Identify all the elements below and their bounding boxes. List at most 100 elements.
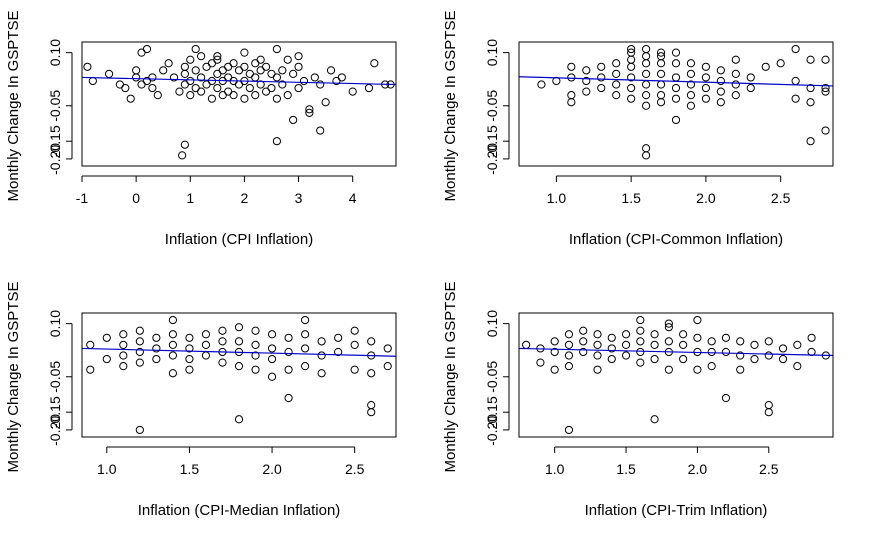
panel-3-data-point: [367, 401, 376, 410]
panel-2-data-point: [686, 80, 696, 89]
panel-1-data-point: [132, 66, 141, 75]
panel-1-data-point: [115, 80, 124, 89]
panel-1-data-point: [224, 62, 233, 71]
panel-3-data-point: [334, 333, 343, 342]
panel-4-data-point: [736, 351, 745, 360]
panel-1-data-point: [213, 52, 222, 61]
panel-1-data-point: [83, 62, 92, 71]
panel-3-data-point: [251, 326, 260, 335]
panel-2-x-tick-label: 1.5: [621, 190, 641, 206]
panel-1-data-point: [88, 76, 97, 86]
panel-1-data-point: [316, 80, 325, 89]
panel-2-data-point: [731, 80, 740, 89]
panel-1-data-point: [169, 73, 179, 82]
panel-4-data-point: [636, 337, 645, 346]
panel-3-data-point: [218, 326, 227, 335]
panel-1-data-point: [234, 80, 244, 89]
panel-2-y-tick-label: -0.20: [484, 143, 500, 175]
panel-1-data-point: [272, 73, 281, 82]
panel-1-data-point: [267, 83, 276, 93]
panel-4-data-point: [579, 347, 588, 357]
panel-4-data-point: [793, 362, 802, 371]
panel-4-data-point: [707, 337, 716, 346]
panel-2-data-point: [656, 98, 666, 107]
panel-4-y-tick-label: -0.05: [484, 361, 500, 393]
panel-3-data-point: [168, 315, 177, 325]
panel-4-data-point: [593, 330, 602, 339]
panel-1-data-point: [316, 126, 325, 135]
panel-4-data-point: [650, 354, 659, 364]
panel-2-data-point: [791, 44, 800, 54]
panel-3-data-point: [152, 344, 161, 353]
panel-1-data-point: [256, 55, 265, 64]
panel-1-data-point: [240, 62, 249, 71]
panel-4-data-point: [693, 315, 702, 325]
panel-4-data-point: [707, 347, 716, 357]
panel-1-data-point: [261, 62, 271, 71]
panel-2-data-point: [686, 101, 696, 110]
panel-2-x-tick-label: 2.0: [696, 190, 716, 206]
panel-4-x-tick-label: 2.0: [688, 461, 708, 477]
panel-1-data-point: [364, 83, 374, 93]
panel-4-data-point: [593, 340, 602, 349]
panel-1-data-point: [191, 83, 200, 93]
panel-4-data-point: [750, 340, 759, 349]
panel-3-data-point: [383, 362, 392, 371]
panel-2-data-point: [701, 62, 711, 71]
panel-1-data-point: [234, 66, 244, 75]
panel-3-data-point: [168, 351, 177, 360]
panel-2-data-point: [627, 73, 636, 82]
panel-4-data-point: [636, 347, 645, 357]
panel-4-data-point: [607, 333, 616, 342]
panel-2-data-point: [731, 69, 740, 78]
panel-1-data-point: [229, 59, 238, 68]
panel-2-data-point: [656, 48, 666, 57]
panel-2-data-point: [597, 73, 606, 82]
panel-4-data-point: [721, 333, 731, 342]
panel-4-data-point: [636, 358, 645, 367]
panel-2-data-point: [701, 83, 711, 93]
panel-1-data-point: [283, 55, 292, 64]
panel-2-data-point: [671, 115, 681, 125]
panel-1-data-point: [175, 87, 184, 96]
panel-2-x-tick-label: 2.5: [771, 190, 791, 206]
panel-2-data-point: [806, 83, 815, 93]
panel-2-data-point: [731, 55, 740, 64]
panel-1-data-point: [289, 69, 298, 78]
panel-1-data-point: [180, 62, 189, 71]
panel-1-data-point: [245, 83, 254, 93]
panel-1-data-point: [272, 94, 281, 103]
panel-2-data-point: [656, 80, 666, 89]
panel-3-data-point: [201, 340, 211, 349]
panel-4-y-tick-label: -0.15: [484, 396, 500, 428]
panel-4-trend-line: [518, 347, 834, 357]
panel-3-data-point: [301, 330, 310, 339]
panel-2-data-point: [582, 66, 591, 75]
panel-1-y-tick-label: -0.15: [47, 125, 63, 157]
panel-3-data-point: [334, 347, 343, 357]
panel-4-data-point: [564, 340, 574, 349]
panel-1-data-point: [272, 44, 281, 54]
panel-2-data-point: [641, 69, 651, 78]
panel-1-data-point: [153, 91, 162, 100]
panel-3-data-point: [367, 408, 376, 417]
panel-1-data-point: [261, 87, 271, 96]
panel-3-data-point: [168, 330, 177, 339]
panel-4-data-point: [721, 393, 731, 403]
panel-1-data-point: [186, 76, 195, 86]
panel-3-data-point: [218, 337, 227, 346]
panel-4-data-point: [778, 354, 788, 364]
panel-2-data-point: [746, 83, 755, 93]
panel-1-data-point: [180, 69, 189, 78]
panel-3-data-point: [119, 330, 128, 339]
panel-4-data-point: [536, 358, 545, 367]
panel-3-data-point: [102, 354, 111, 364]
panel-4-data-point: [693, 365, 702, 374]
panel-1-data-point: [180, 80, 189, 89]
panel-3-trend-line: [81, 347, 397, 357]
panel-3-x-tick-label: 2.5: [345, 461, 365, 477]
panel-1-data-point: [310, 73, 319, 82]
panel-2-data-point: [791, 94, 800, 103]
panel-2-trend-line: [518, 76, 834, 87]
